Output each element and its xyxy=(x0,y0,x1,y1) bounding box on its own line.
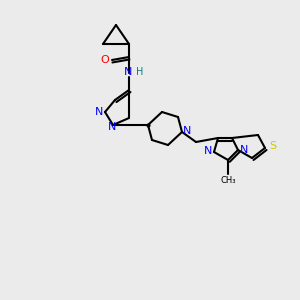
Text: N: N xyxy=(204,146,212,156)
Text: N: N xyxy=(183,126,191,136)
Text: N: N xyxy=(240,145,248,155)
Text: H: H xyxy=(136,67,143,77)
Text: S: S xyxy=(269,141,276,151)
Text: N: N xyxy=(124,67,132,77)
Text: N: N xyxy=(94,107,103,117)
Text: CH₃: CH₃ xyxy=(220,176,236,185)
Text: O: O xyxy=(100,55,109,65)
Text: N: N xyxy=(108,122,116,132)
